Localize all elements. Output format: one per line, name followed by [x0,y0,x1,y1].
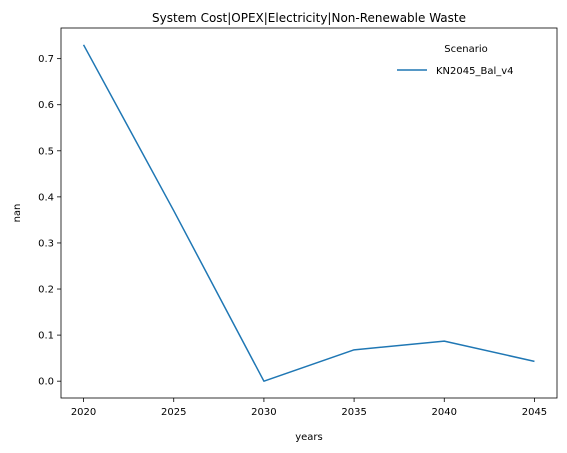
y-axis: 0.0 0.1 0.2 0.3 0.4 0.5 0.6 0.7 [38,54,61,388]
y-tick-label: 0.6 [38,100,54,111]
x-tick-label: 2045 [522,407,547,418]
chart-title: System Cost|OPEX|Electricity|Non-Renewab… [152,11,466,25]
x-tick-label: 2035 [341,407,366,418]
series-line-0 [82,44,535,382]
y-tick-label: 0.0 [38,377,54,388]
y-tick-label: 0.4 [38,192,54,203]
x-axis-label: years [295,432,323,443]
x-axis: 2020 2025 2030 2035 2040 2045 [71,398,547,418]
x-tick-label: 2025 [161,407,186,418]
x-tick-label: 2030 [251,407,276,418]
legend-title: Scenario [444,44,487,55]
x-tick-label: 2020 [71,407,96,418]
x-tick-label: 2040 [432,407,457,418]
y-axis-label: nan [12,204,23,223]
legend-entry-label: KN2045_Bal_v4 [436,66,514,77]
plot-area [60,27,558,399]
y-tick-label: 0.2 [38,285,54,296]
y-tick-label: 0.7 [38,54,54,65]
y-tick-label: 0.3 [38,238,54,249]
y-tick-label: 0.1 [38,331,54,342]
y-tick-label: 0.5 [38,146,54,157]
series-layer [82,44,535,382]
legend: Scenario KN2045_Bal_v4 [397,44,514,77]
